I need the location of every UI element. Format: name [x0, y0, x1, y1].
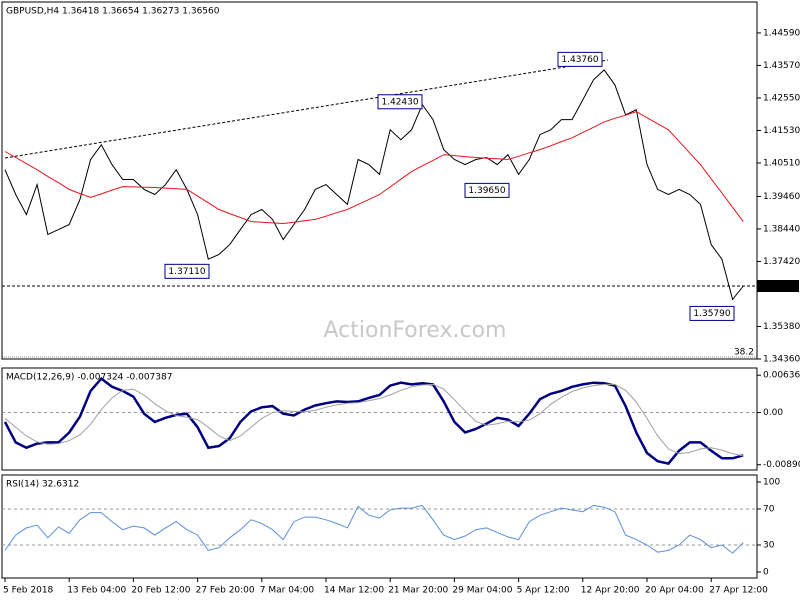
last-price-label: 1.36650 — [761, 282, 798, 292]
price-annotation-box — [377, 94, 423, 110]
y-tick-label: 30 — [763, 540, 775, 550]
watermark: ActionForex.com — [324, 318, 507, 343]
y-tick-label: 1.44590 — [763, 28, 800, 38]
series-line — [4, 504, 744, 554]
panel — [1, 474, 758, 579]
x-tick-label: 20 Feb 12:00 — [131, 586, 190, 596]
price-annotation: 1.42430 — [381, 97, 418, 107]
x-tick-label: 20 Apr 04:00 — [645, 586, 704, 596]
x-tick-label: 5 Feb 2018 — [3, 586, 54, 596]
price-annotation-box — [464, 182, 510, 198]
price-annotation-box — [689, 305, 735, 321]
y-tick-label: 1.41530 — [763, 126, 800, 136]
y-tick-label: 1.35380 — [763, 322, 800, 332]
price-annotation: 1.43760 — [561, 55, 598, 65]
x-tick-label: 27 Apr 12:00 — [709, 586, 768, 596]
y-tick-label: 1.38440 — [763, 224, 800, 234]
panel-title: GBPUSD,H4 1.36418 1.36654 1.36273 1.3656… — [6, 7, 220, 17]
y-tick-label: 1.37420 — [763, 257, 800, 267]
x-tick-label: 7 Mar 04:00 — [260, 586, 315, 596]
panel — [1, 367, 758, 471]
panel-title: RSI(14) 32.6312 — [6, 480, 79, 490]
y-tick-label: 1.43570 — [763, 61, 800, 71]
y-tick-label: 70 — [763, 505, 775, 515]
y-tick-label: 0 — [763, 567, 769, 577]
x-tick-label: 29 Mar 04:00 — [452, 586, 512, 596]
panel — [1, 1, 758, 360]
series-line — [4, 69, 744, 301]
y-tick-label: 0.00 — [763, 408, 783, 418]
panel-title: MACD(12,26,9) -0.007324 -0.007387 — [6, 373, 172, 383]
y-tick-label: 1.40510 — [763, 158, 800, 168]
y-tick-label: 0.006368 — [763, 371, 800, 381]
price-annotation-box — [557, 51, 603, 67]
price-annotation: 1.39650 — [468, 186, 505, 196]
price-annotation: 1.37110 — [168, 267, 205, 277]
y-tick-label: 1.34360 — [763, 355, 800, 365]
fib-label: 38.2 — [734, 348, 754, 358]
x-tick-label: 14 Mar 12:00 — [324, 586, 384, 596]
y-tick-label: 1.39460 — [763, 192, 800, 202]
x-tick-label: 13 Feb 04:00 — [67, 586, 126, 596]
last-price-box — [757, 280, 799, 293]
series-line — [3, 376, 744, 465]
y-tick-label: 1.42550 — [763, 93, 800, 103]
x-tick-label: 21 Mar 20:00 — [388, 586, 448, 596]
x-tick-label: 5 Apr 12:00 — [517, 586, 570, 596]
series-line — [4, 111, 744, 225]
x-tick-label: 27 Feb 20:00 — [196, 586, 255, 596]
trend-line — [4, 59, 609, 159]
y-tick-label: -0.008903 — [763, 460, 800, 470]
y-tick-label: 100 — [763, 478, 780, 488]
price-annotation-box — [164, 263, 210, 279]
x-tick-label: 12 Apr 20:00 — [581, 586, 640, 596]
series-line — [4, 383, 744, 457]
price-annotation: 1.35790 — [693, 309, 730, 319]
